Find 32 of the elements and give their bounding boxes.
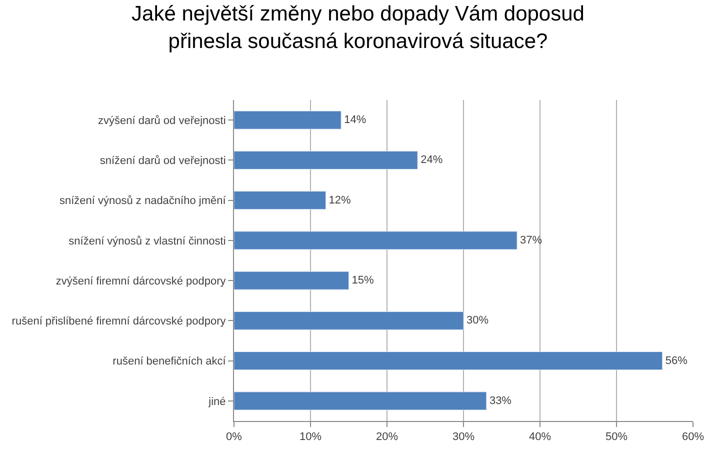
x-tick-label: 30%	[452, 431, 475, 444]
x-tick-label: 10%	[299, 431, 322, 444]
x-tick-label: 40%	[528, 431, 552, 444]
y-tick-label: rušení přislíbené firemní dárcovské podpory	[12, 316, 226, 328]
bar	[234, 231, 518, 250]
data-label: 56%	[665, 354, 688, 367]
data-label: 24%	[420, 154, 443, 166]
bar	[234, 271, 349, 290]
data-label: 30%	[466, 314, 489, 327]
x-tick-label: 50%	[605, 431, 628, 444]
bar	[234, 311, 464, 330]
data-label: 14%	[344, 114, 366, 126]
x-tick-label: 0%	[226, 431, 242, 444]
y-tick-label: snížení výnosů z vlastní činnosti	[68, 235, 226, 248]
y-tick-label: jiné	[208, 396, 226, 408]
data-label: 33%	[489, 394, 512, 407]
y-tick-label: zvýšení darů od veřejnosti	[98, 114, 226, 127]
y-tick-label: rušení benefičních akcí	[112, 356, 227, 368]
bar	[234, 392, 487, 410]
bar	[234, 191, 326, 210]
data-label: 12%	[328, 194, 352, 206]
y-tick-label: snížení výnosů z nadačního jmění	[59, 195, 227, 208]
y-tick-label: zvýšení firemní dárcovské podpory	[56, 275, 226, 288]
y-tick-label: snížení darů od veřejnosti	[100, 155, 226, 168]
chart-title: Jaké největší změny nebo dopady Vám doposud přinesla současná koronavirová situace?	[132, 2, 584, 53]
data-label: 15%	[352, 274, 374, 287]
data-label: 37%	[520, 234, 542, 246]
bar	[234, 110, 342, 130]
x-tick-label: 20%	[376, 431, 398, 444]
bar	[234, 352, 663, 370]
bar	[234, 150, 418, 170]
x-tick-label: 60%	[682, 431, 704, 444]
